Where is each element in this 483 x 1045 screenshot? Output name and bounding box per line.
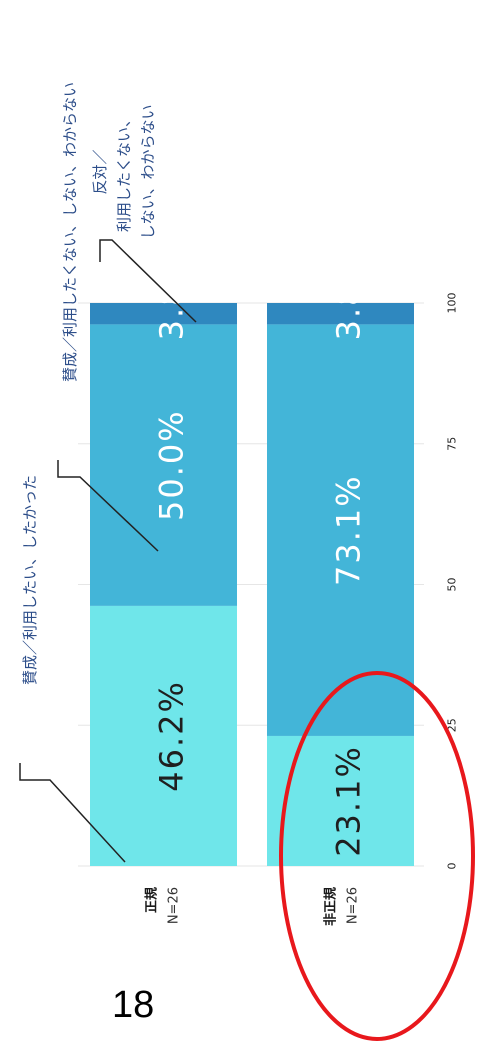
annotation-ellipse xyxy=(279,671,475,1041)
data-label: 73.1% xyxy=(330,474,368,586)
category-note: N=26 xyxy=(167,887,182,924)
x-tick-label: 100 xyxy=(446,293,459,314)
callout-line xyxy=(57,460,159,552)
page-number: 18 xyxy=(112,984,155,1026)
bar-segment-1-3 xyxy=(90,303,237,325)
data-label: 3.8% xyxy=(153,251,191,340)
callout-line xyxy=(99,239,197,323)
x-tick-label: 0 xyxy=(446,863,459,870)
bar-segment-1-1 xyxy=(90,605,237,866)
category-label: 正規 xyxy=(145,887,160,913)
legend-label-1: 賛成／利用したい、したかった xyxy=(21,475,39,685)
category-note: N=26 xyxy=(346,887,361,924)
legend-label-2: 賛成／利用したくない、しない、わからない xyxy=(61,82,79,382)
bar-segment-2-3 xyxy=(267,303,414,325)
bar-segment-2-2 xyxy=(267,324,414,736)
data-label: 50.0% xyxy=(153,409,191,521)
legend-label-3-line-2: 利用したくない、 xyxy=(115,112,133,232)
legend-label-3-line-1: 反対／ xyxy=(91,149,109,194)
x-tick-label: 75 xyxy=(446,437,459,451)
x-tick-label: 50 xyxy=(446,578,459,592)
bar-segment-2-1 xyxy=(267,735,414,866)
data-label: 46.2% xyxy=(153,680,191,792)
legend-label-3-line-3: しない、わからない xyxy=(139,104,157,239)
category-label: 非正規 xyxy=(323,887,339,926)
callout-line xyxy=(19,763,126,863)
x-tick-label: 25 xyxy=(446,718,459,732)
data-label: 23.1% xyxy=(330,745,368,857)
data-label: 3.8% xyxy=(330,251,368,340)
bar-segment-1-2 xyxy=(90,324,237,606)
